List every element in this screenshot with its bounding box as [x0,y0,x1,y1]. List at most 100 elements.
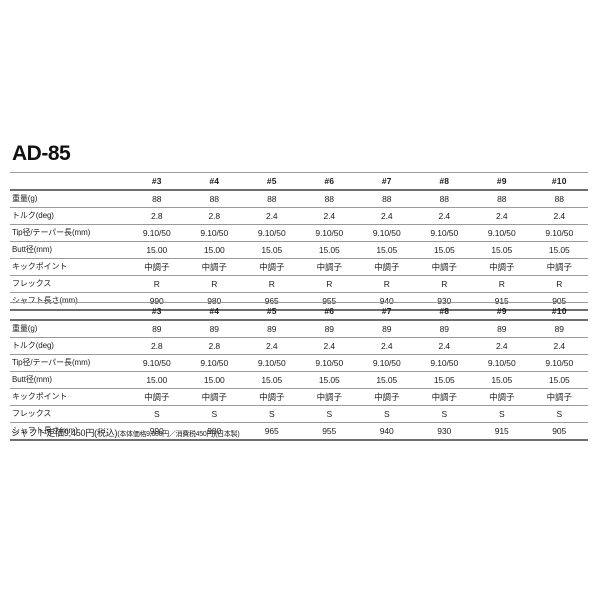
data-cell: 中調子 [185,388,243,406]
data-cell: 中調子 [358,258,416,276]
data-cell: 980 [185,422,243,441]
data-cell: 9.10/50 [415,354,473,372]
table-row: Tip径/テーパー長(mm) 9.10/50 9.10/50 9.10/50 9.10/… [10,224,588,242]
column-header: #8 [415,172,473,191]
price-footnote: シャフト定価9,450円(税込)(本体価格9,000円／消費税450円)(日本製… [11,427,240,441]
row-label: 重量(g) [10,320,128,338]
data-cell: 中調子 [243,388,301,406]
table-header-row: #3 #4 #5 #6 #7 #8 #9 #10 [10,302,588,321]
table-row: 重量(g) 88 88 88 88 88 88 88 88 [10,190,588,208]
data-cell: 15.05 [243,241,301,259]
data-cell: S [473,405,531,423]
data-cell: 9.10/50 [300,354,358,372]
row-label: キックポイント [10,388,128,406]
table-corner-cell [10,172,128,191]
data-cell: 15.05 [415,241,473,259]
column-header: #4 [185,302,243,321]
data-cell: 88 [185,190,243,208]
data-cell: 15.05 [358,371,416,389]
column-header: #3 [128,172,186,191]
data-cell: 955 [300,422,358,441]
table-row: トルク(deg) 2.8 2.8 2.4 2.4 2.4 2.4 2.4 2.4 [10,207,588,225]
data-cell: 2.4 [415,337,473,355]
spec-table-flex-r: #3 #4 #5 #6 #7 #8 #9 #10 重量(g) 88 88 88 88 88 88 88 88 ト… [10,172,588,311]
data-cell: 930 [415,422,473,441]
data-cell: S [185,405,243,423]
row-label: 重量(g) [10,190,128,208]
data-cell: 15.05 [473,371,531,389]
data-cell: 15.05 [473,241,531,259]
data-cell: 2.4 [473,337,531,355]
data-cell: 965 [243,422,301,441]
data-cell: 915 [473,422,531,441]
page-title: AD-85 [12,142,71,165]
data-cell: R [530,275,588,293]
data-cell: 9.10/50 [185,224,243,242]
data-cell: 88 [300,190,358,208]
column-header: #6 [300,302,358,321]
data-cell: 89 [415,320,473,338]
data-cell: 中調子 [128,258,186,276]
footnote-detail: (本体価格9,000円／消費税450円)(日本製) [117,431,240,438]
table-row: 重量(g) 89 89 89 89 89 89 89 89 [10,320,588,338]
data-cell: 2.4 [530,207,588,225]
data-cell: S [300,405,358,423]
data-cell: 9.10/50 [243,224,301,242]
data-cell: 中調子 [185,258,243,276]
column-header: #6 [300,172,358,191]
data-cell: 2.4 [300,337,358,355]
data-cell: 940 [358,422,416,441]
column-header: #8 [415,302,473,321]
data-cell: S [243,405,301,423]
data-cell: 89 [473,320,531,338]
table-row: Butt径(mm) 15.00 15.00 15.05 15.05 15.05 15.05 1… [10,371,588,389]
data-cell: R [243,275,301,293]
data-cell: 88 [415,190,473,208]
row-label: トルク(deg) [10,207,128,225]
table-header-row: #3 #4 #5 #6 #7 #8 #9 #10 [10,172,588,191]
data-cell: 中調子 [300,388,358,406]
data-cell: 中調子 [473,258,531,276]
table-body: 重量(g) 88 88 88 88 88 88 88 88 トルク(deg) 2.8 2.8 2.4 2.… [10,190,588,311]
data-cell: 中調子 [300,258,358,276]
data-cell: 990 [128,422,186,441]
data-cell: 89 [530,320,588,338]
data-cell: 88 [243,190,301,208]
data-cell: 15.05 [300,241,358,259]
data-cell: 89 [358,320,416,338]
data-cell: 15.00 [128,241,186,259]
data-cell: 2.8 [185,207,243,225]
data-cell: 2.4 [243,337,301,355]
column-header: #10 [530,172,588,191]
data-cell: S [358,405,416,423]
row-label: フレックス [10,275,128,293]
data-cell: R [128,275,186,293]
data-cell: S [530,405,588,423]
row-label: Butt径(mm) [10,241,128,259]
column-header: #5 [243,302,301,321]
data-cell: 15.05 [530,241,588,259]
data-cell: 15.00 [128,371,186,389]
column-header: #10 [530,302,588,321]
data-cell: 905 [530,422,588,441]
data-cell: 15.05 [530,371,588,389]
column-header: #7 [358,172,416,191]
column-header: #9 [473,172,531,191]
data-cell: 89 [128,320,186,338]
data-cell: 2.8 [128,337,186,355]
data-cell: 2.8 [128,207,186,225]
data-cell: 88 [473,190,531,208]
row-label: シャフト長さ(mm) [10,422,128,441]
data-cell: 2.4 [300,207,358,225]
data-cell: 2.4 [415,207,473,225]
row-label: Tip径/テーパー長(mm) [10,354,128,372]
data-cell: R [473,275,531,293]
row-label: トルク(deg) [10,337,128,355]
data-cell: 9.10/50 [185,354,243,372]
table-header: #3 #4 #5 #6 #7 #8 #9 #10 [10,302,588,321]
data-cell: 9.10/50 [530,224,588,242]
data-cell: R [185,275,243,293]
data-cell: 9.10/50 [473,354,531,372]
data-cell: 2.4 [243,207,301,225]
